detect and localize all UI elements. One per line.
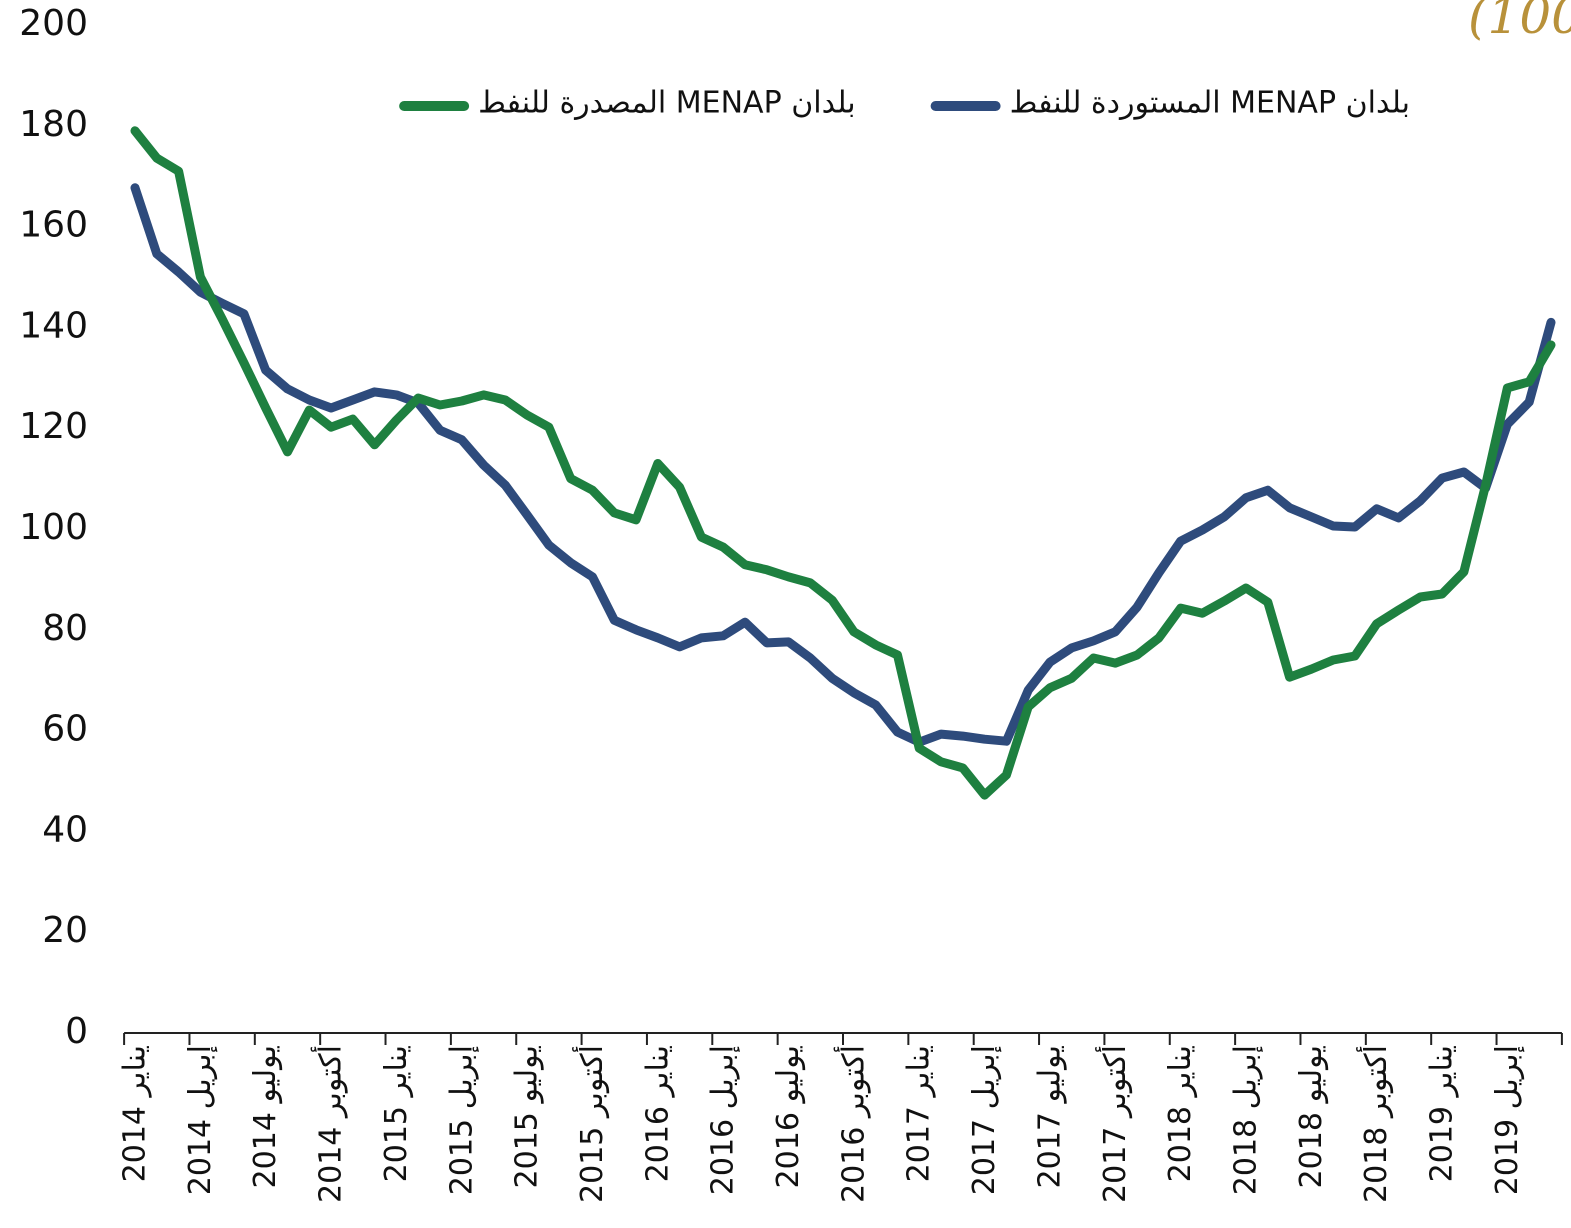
x-tick-label: يوليو 2016 bbox=[771, 1045, 806, 1188]
legend-label: بلدان MENAP المستوردة للنفط bbox=[1010, 86, 1410, 121]
y-tick-label: 20 bbox=[42, 910, 88, 951]
series-line bbox=[130, 183, 1556, 747]
y-tick-label: 80 bbox=[42, 608, 88, 649]
y-tick-label: 100 bbox=[19, 507, 88, 548]
x-tick-label: أكتوبر 2017 bbox=[1094, 1045, 1133, 1203]
x-tick-label: يوليو 2015 bbox=[510, 1045, 545, 1188]
x-tick-label: يوليو 2017 bbox=[1032, 1045, 1067, 1188]
x-tick-label: أكتوبر 2015 bbox=[571, 1045, 610, 1203]
x-tick-label: إبريل 2016 bbox=[706, 1045, 741, 1195]
x-tick-label: يناير 2016 bbox=[640, 1045, 675, 1182]
x-tick-label: أكتوبر 2014 bbox=[310, 1045, 349, 1203]
series-line bbox=[130, 126, 1556, 800]
y-tick-label: 140 bbox=[19, 305, 88, 346]
y-tick-label: 180 bbox=[19, 104, 88, 145]
y-tick-label: 60 bbox=[42, 709, 88, 750]
x-tick-label: يناير 2018 bbox=[1163, 1045, 1198, 1182]
x-tick-label: يناير 2017 bbox=[902, 1045, 937, 1182]
y-tick-label: 120 bbox=[19, 406, 88, 447]
x-tick-label: أكتوبر 2016 bbox=[832, 1045, 871, 1203]
legend-label: بلدان MENAP المصدرة للنفط bbox=[478, 86, 855, 121]
y-tick-label: 160 bbox=[19, 205, 88, 246]
x-tick-label: يناير 2015 bbox=[379, 1045, 414, 1182]
x-tick-label: إبريل 2017 bbox=[967, 1045, 1002, 1195]
x-tick-label: يناير 2014 bbox=[118, 1045, 153, 1182]
x-tick-label: يناير 2019 bbox=[1425, 1045, 1460, 1182]
x-tick-label: أكتوبر 2018 bbox=[1355, 1045, 1394, 1203]
x-tick-label: إبريل 2015 bbox=[444, 1045, 479, 1195]
x-tick-label: إبريل 2019 bbox=[1490, 1045, 1525, 1195]
y-tick-label: 40 bbox=[42, 809, 88, 850]
y-tick-label: 200 bbox=[19, 3, 88, 44]
y-tick-label: 0 bbox=[65, 1011, 88, 1052]
x-tick-label: إبريل 2014 bbox=[183, 1045, 218, 1195]
x-tick-label: يوليو 2018 bbox=[1294, 1045, 1329, 1188]
x-tick-label: يوليو 2014 bbox=[248, 1045, 283, 1188]
x-tick-label: إبريل 2018 bbox=[1229, 1045, 1264, 1195]
chart-title: (100 bbox=[1468, 0, 1571, 45]
